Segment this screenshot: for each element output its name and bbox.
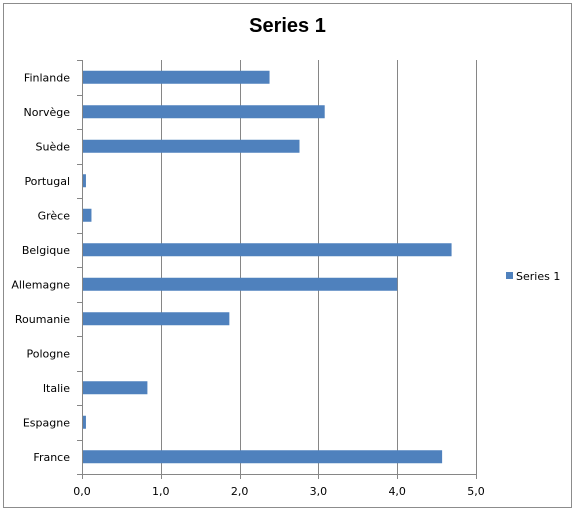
x-tick-label: 3,0 xyxy=(310,485,328,498)
category-label: Finlande xyxy=(24,71,70,84)
bar-belgique xyxy=(83,243,452,257)
gridlines xyxy=(77,60,477,479)
category-label: Italie xyxy=(43,382,70,395)
bar-portugal xyxy=(83,174,86,188)
bar-italie xyxy=(83,381,148,395)
bar-grèce xyxy=(83,208,92,222)
x-tick-label: 2,0 xyxy=(231,485,249,498)
category-label: Norvège xyxy=(23,106,70,119)
legend-label: Series 1 xyxy=(516,270,560,283)
x-tick-label: 0,0 xyxy=(73,485,91,498)
category-label: Belgique xyxy=(22,244,70,257)
bar-finlande xyxy=(83,70,270,84)
bar-france xyxy=(83,450,443,464)
x-tick-label: 1,0 xyxy=(152,485,170,498)
category-labels: Finlande Norvège Suède Portugal Grèce Belgiqu… xyxy=(11,71,70,464)
category-label: Espagne xyxy=(23,416,70,429)
category-label: Grèce xyxy=(38,209,71,222)
legend: Series 1 xyxy=(506,270,560,283)
category-label: France xyxy=(33,451,70,464)
bar-suède xyxy=(83,139,300,153)
category-label: Allemagne xyxy=(11,278,70,291)
category-label: Suède xyxy=(36,140,71,153)
x-tick-labels: 0,0 1,0 2,0 3,0 4,0 5,0 xyxy=(73,485,485,498)
legend-swatch xyxy=(506,272,513,279)
x-tick-label: 5,0 xyxy=(467,485,485,498)
category-label: Portugal xyxy=(24,175,70,188)
bar-allemagne xyxy=(83,277,398,291)
chart-title: Series 1 xyxy=(249,15,326,37)
bars xyxy=(83,70,452,464)
category-label: Pologne xyxy=(27,347,71,360)
x-tick-label: 4,0 xyxy=(388,485,406,498)
bar-norvège xyxy=(83,105,325,119)
bar-roumanie xyxy=(83,312,230,326)
category-label: Roumanie xyxy=(15,313,70,326)
bar-espagne xyxy=(83,415,86,429)
